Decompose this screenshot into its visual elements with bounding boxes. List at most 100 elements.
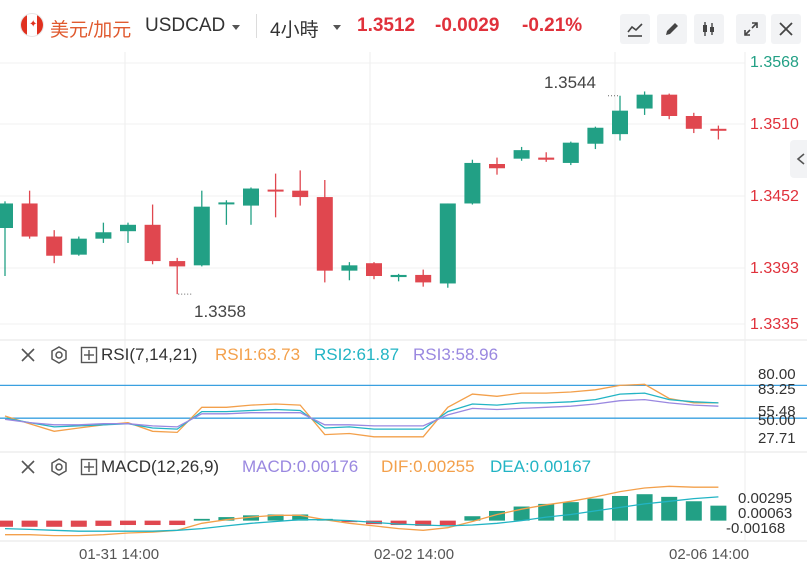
pair-name-chinese[interactable]: 美元/加元: [50, 20, 132, 41]
candle-body: [390, 274, 407, 278]
rsi-axis-label: 55.48: [758, 403, 796, 420]
close-icon: [779, 22, 793, 36]
macd-axis-label: 0.00295: [738, 490, 793, 507]
candle-body: [21, 203, 38, 237]
candle-body: [439, 203, 456, 284]
candle-body: [513, 150, 530, 159]
macd-axis-label: -0.00168: [726, 520, 786, 537]
candle-body: [46, 236, 63, 256]
dif-value: DIF:0.00255: [381, 457, 475, 476]
pair-code[interactable]: USDCAD: [145, 15, 226, 36]
chart-header: ✦ 美元/加元 USDCAD 4小時 1.3512 -0.0029 -0.21%: [0, 0, 807, 52]
macd-histogram-bar: [685, 501, 702, 521]
rsi-axis-label: 50.00: [758, 412, 796, 429]
candle-body: [710, 128, 727, 131]
macd-histogram-bar: [46, 520, 63, 527]
settings-hex-icon[interactable]: [49, 345, 69, 365]
settings-hex-icon[interactable]: [49, 457, 69, 477]
macd-histogram-bar: [612, 495, 628, 521]
rsi1-value: RSI1:63.73: [215, 345, 301, 364]
header-divider: [256, 14, 257, 38]
candlestick-button[interactable]: [694, 14, 724, 44]
candle-body: [218, 202, 235, 205]
rsi-indicator-bar: RSI(7,14,21) RSI1:63.73 RSI2:61.87 RSI3:…: [0, 341, 807, 369]
price-axis-label: 1.3393: [750, 260, 799, 277]
price-axis-label: 1.3452: [750, 188, 799, 205]
macd-histogram-bar: [120, 520, 136, 526]
close-icon[interactable]: [20, 347, 36, 363]
macd-histogram-bar: [587, 498, 604, 521]
macd-histogram-bar: [636, 494, 653, 521]
line-chart-button[interactable]: [620, 14, 650, 44]
macd-histogram-bar: [439, 520, 456, 526]
candle-body: [562, 142, 579, 163]
macd-indicator-bar: MACD(12,26,9) MACD:0.00176 DIF:0.00255 D…: [0, 453, 807, 481]
rsi-axis-label: 27.71: [758, 430, 796, 447]
macd-histogram-bar: [95, 520, 112, 526]
candle-body: [661, 94, 678, 116]
macd-histogram-bar: [0, 520, 13, 527]
macd-histogram-bar: [562, 502, 579, 521]
candle-body: [316, 197, 333, 271]
macd-histogram-bar: [144, 520, 161, 526]
candle-body: [267, 189, 284, 192]
rsi3-value: RSI3:58.96: [413, 345, 499, 364]
macd-histogram-bar: [415, 520, 432, 526]
macd-histogram-bar: [292, 514, 309, 521]
time-axis-label: 01-31 14:00: [79, 546, 160, 563]
line-chart-icon: [627, 23, 643, 37]
candle-body: [489, 164, 505, 169]
macd-value: MACD:0.00176: [242, 457, 359, 476]
macd-histogram-bar: [267, 514, 284, 521]
rsi-name: RSI(7,14,21): [101, 345, 198, 364]
expand-button[interactable]: [736, 14, 766, 44]
price-change: -0.0029: [435, 15, 500, 36]
macd-name: MACD(12,26,9): [101, 457, 220, 476]
interval-dropdown-icon[interactable]: [333, 25, 341, 30]
candlestick-icon: [703, 22, 714, 36]
rsi2-value: RSI2:61.87: [314, 345, 400, 364]
candle-body: [95, 232, 112, 239]
collapse-panel-tab[interactable]: [790, 140, 807, 178]
candle-body: [70, 238, 87, 255]
macd-histogram-bar: [70, 520, 87, 527]
macd-histogram-bar: [489, 510, 505, 521]
price-axis-label: 1.3510: [750, 116, 799, 133]
macd-histogram-bar: [21, 520, 38, 527]
macd-histogram-bar: [243, 515, 259, 521]
candle-body: [193, 206, 210, 266]
candle-body: [636, 94, 653, 109]
time-axis-label: 02-06 14:00: [669, 546, 750, 563]
candle-body: [341, 265, 358, 271]
price-axis-label: 1.3335: [750, 316, 799, 333]
rsi-axis-label: 83.25: [758, 381, 796, 398]
close-button[interactable]: [771, 14, 801, 44]
candle-body: [292, 190, 309, 198]
rsi1-line: [4, 383, 719, 438]
expand-icon: [744, 22, 758, 36]
macd-histogram-bar: [341, 520, 358, 523]
plus-box-icon[interactable]: [80, 458, 98, 476]
plus-box-icon[interactable]: [80, 346, 98, 364]
macd-histogram-bar: [169, 520, 186, 526]
candle-body: [243, 188, 259, 206]
price-change-percent: -0.21%: [522, 15, 583, 36]
draw-pen-icon: [666, 23, 678, 35]
rsi3-line: [4, 398, 719, 428]
rsi-axis-label: 80.00: [758, 366, 796, 383]
macd-histogram-bar: [390, 520, 407, 526]
close-icon[interactable]: [20, 459, 36, 475]
interval-selector[interactable]: 4小時: [270, 20, 319, 41]
candle-body: [366, 263, 382, 276]
macd-histogram-bar: [710, 505, 727, 521]
pair-dropdown-icon[interactable]: [232, 25, 240, 30]
price-axis-label: 1.3568: [750, 54, 799, 71]
candle-body: [0, 203, 13, 228]
candle-body: [612, 110, 628, 135]
candle-body: [169, 261, 186, 267]
candle-body: [415, 274, 432, 283]
macd-histogram-bar: [464, 516, 481, 521]
draw-button[interactable]: [657, 14, 687, 44]
macd-histogram-bar: [193, 518, 210, 521]
